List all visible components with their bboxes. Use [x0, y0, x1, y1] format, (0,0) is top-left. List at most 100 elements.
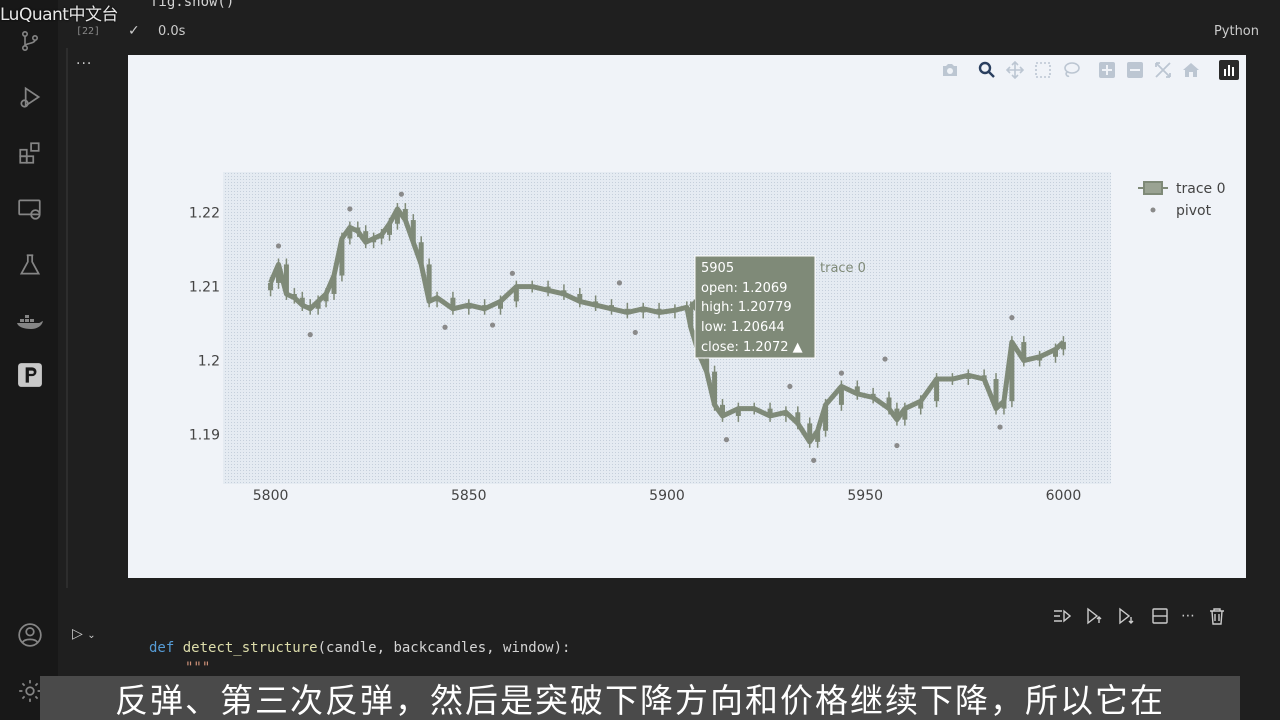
candle-body[interactable]	[704, 353, 710, 372]
x-tick-label: 5900	[649, 488, 685, 504]
candle-body[interactable]	[1009, 342, 1015, 402]
legend-item-trace-0[interactable]: trace 0	[1138, 181, 1226, 197]
pivot-point[interactable]	[1009, 315, 1015, 321]
candle-body[interactable]	[894, 408, 900, 420]
pivot-point[interactable]	[275, 243, 282, 249]
candle-body[interactable]	[993, 379, 999, 409]
cell-code-line-docstring[interactable]: """	[185, 660, 211, 676]
pivot-point[interactable]	[787, 383, 793, 390]
plot-area[interactable]	[223, 172, 1111, 484]
kernel-language-label[interactable]: Python	[1213, 24, 1259, 39]
success-check-icon: ✓	[128, 23, 140, 39]
plotly-logo-icon[interactable]	[1219, 60, 1239, 80]
candle-body[interactable]	[268, 282, 274, 291]
box-select-icon[interactable]	[1033, 60, 1053, 80]
candle-body[interactable]	[283, 264, 289, 294]
legend: trace 0 pivot	[1138, 181, 1226, 219]
reset-axes-home-icon[interactable]	[1181, 60, 1201, 80]
pan-icon[interactable]	[1005, 60, 1025, 80]
candle-body[interactable]	[410, 220, 416, 243]
candle-body[interactable]	[1021, 342, 1027, 361]
function-params: (candle, backcandles, window):	[317, 640, 571, 656]
candle-body[interactable]	[767, 408, 773, 416]
candle-body[interactable]	[918, 401, 924, 409]
remote-explorer-icon[interactable]	[15, 194, 45, 224]
chevron-down-icon[interactable]: ⌄	[87, 630, 96, 641]
candle-body[interactable]	[426, 264, 432, 302]
run-cell-button[interactable]: ▷ ⌄	[72, 626, 96, 642]
candle-body[interactable]	[339, 238, 345, 276]
run-debug-icon[interactable]	[15, 82, 45, 112]
pivot-point[interactable]	[811, 457, 817, 463]
pivot-point[interactable]	[882, 356, 888, 362]
candle-body[interactable]	[1053, 349, 1058, 357]
activity-bar	[0, 0, 58, 720]
candle-body[interactable]	[720, 404, 725, 416]
pivot-point[interactable]	[442, 324, 448, 330]
pivot-point[interactable]	[347, 206, 353, 212]
candle-body[interactable]	[807, 423, 813, 442]
candle-body[interactable]	[299, 297, 305, 306]
candlestick-chart[interactable]: 1.19 1.2 1.21 1.22 5800 5850 5900 5950 6000 tra…	[128, 55, 1246, 578]
execute-below-icon[interactable]	[1116, 606, 1136, 626]
candle-body[interactable]	[387, 223, 392, 235]
source-control-icon[interactable]	[15, 26, 45, 56]
candle-body[interactable]	[823, 404, 829, 431]
run-by-line-icon[interactable]	[1052, 606, 1072, 626]
candle-body[interactable]	[795, 412, 801, 424]
autoscale-icon[interactable]	[1153, 60, 1173, 80]
pivot-point[interactable]	[509, 270, 515, 276]
cell-code-line-def[interactable]: def detect_structure(candle, backcandles…	[149, 640, 570, 656]
candle-body[interactable]	[1001, 401, 1007, 409]
split-cell-icon[interactable]	[1150, 606, 1170, 626]
pivot-point[interactable]	[616, 280, 623, 286]
account-icon[interactable]	[15, 620, 45, 650]
zoom-out-icon[interactable]	[1125, 60, 1145, 80]
lasso-select-icon[interactable]	[1061, 60, 1081, 80]
hover-tooltip: 5905 open: 1.2069 high: 1.20779 low: 1.2…	[689, 255, 866, 359]
candle-body[interactable]	[513, 286, 519, 302]
pivot-point[interactable]	[489, 322, 496, 328]
delete-cell-icon[interactable]	[1207, 606, 1227, 626]
candle-body[interactable]	[854, 386, 860, 394]
candle-body[interactable]	[394, 208, 400, 224]
candle-body[interactable]	[418, 242, 424, 265]
more-actions-icon[interactable]: ⋯	[1181, 608, 1195, 624]
pivot-point[interactable]	[997, 424, 1003, 430]
candle-body[interactable]	[886, 397, 892, 409]
pivot-point[interactable]	[632, 329, 638, 336]
candle-body[interactable]	[934, 379, 940, 402]
execute-above-icon[interactable]	[1084, 606, 1104, 626]
candle-body[interactable]	[902, 408, 908, 420]
candle-body[interactable]	[315, 301, 321, 309]
candle-body[interactable]	[323, 293, 329, 302]
candle-body[interactable]	[735, 408, 741, 416]
camera-icon[interactable]	[940, 60, 960, 80]
cell-code-line[interactable]: fig.show()	[150, 0, 235, 10]
p-extension-icon[interactable]	[15, 360, 45, 390]
candle-body[interactable]	[815, 430, 821, 442]
extensions-icon[interactable]	[15, 138, 45, 168]
candle-body[interactable]	[347, 227, 353, 239]
candle-body[interactable]	[450, 297, 456, 309]
zoom-in-icon[interactable]	[1097, 60, 1117, 80]
candle-body[interactable]	[577, 293, 583, 302]
legend-item-pivot[interactable]: pivot	[1150, 203, 1212, 219]
candle-body[interactable]	[838, 386, 844, 405]
settings-gear-icon[interactable]	[15, 676, 45, 706]
zoom-icon[interactable]	[977, 60, 997, 80]
candle-body[interactable]	[331, 275, 337, 294]
candle-body[interactable]	[498, 301, 503, 309]
pivot-point[interactable]	[398, 191, 404, 197]
pivot-point[interactable]	[894, 442, 900, 449]
testing-icon[interactable]	[15, 250, 45, 280]
candle-body[interactable]	[402, 208, 408, 221]
docker-icon[interactable]	[15, 306, 45, 336]
output-more-actions-button[interactable]: ...	[76, 52, 93, 68]
pivot-point[interactable]	[307, 332, 313, 338]
candle-body[interactable]	[363, 231, 369, 243]
pivot-point[interactable]	[838, 370, 845, 376]
candle-body[interactable]	[712, 371, 718, 405]
pivot-point[interactable]	[723, 437, 730, 443]
candle-body[interactable]	[1060, 342, 1066, 350]
